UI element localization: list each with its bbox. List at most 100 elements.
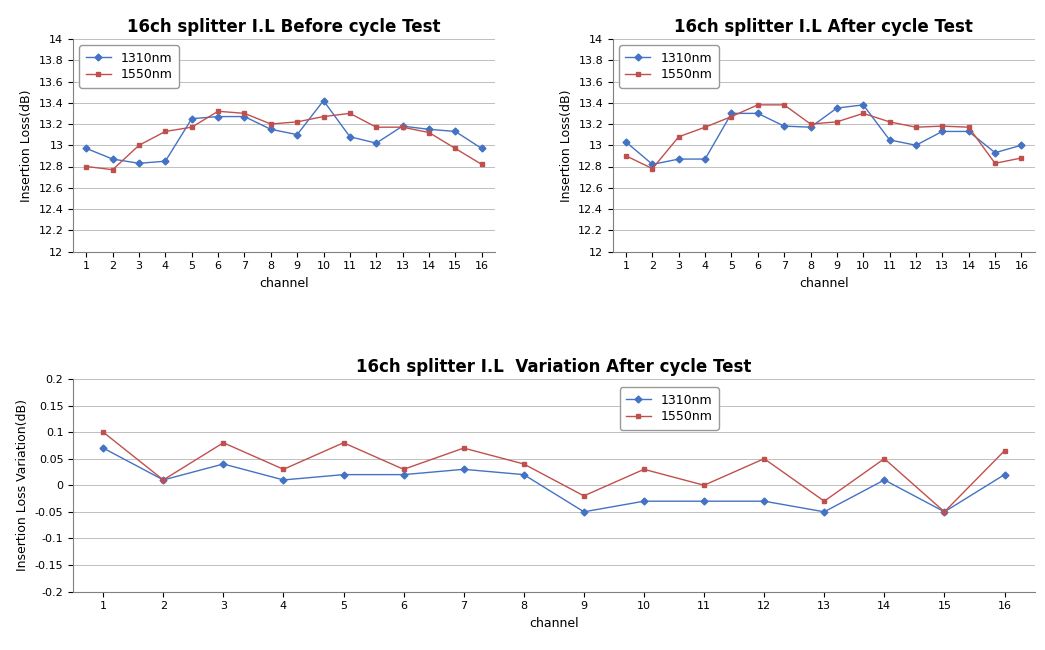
1550nm [831, 118, 843, 126]
1550nm [238, 109, 251, 117]
1550nm [517, 460, 530, 468]
1550nm [673, 133, 686, 140]
1310nm [449, 127, 462, 135]
1310nm [777, 122, 790, 130]
Y-axis label: Insertion Loss(dB): Insertion Loss(dB) [560, 89, 573, 202]
1310nm [805, 124, 817, 131]
1550nm [751, 101, 764, 109]
1310nm [397, 471, 410, 478]
1310nm [751, 109, 764, 117]
Line: 1550nm: 1550nm [624, 103, 1024, 171]
1310nm [185, 115, 198, 123]
Line: 1310nm: 1310nm [84, 98, 484, 166]
1550nm [699, 124, 712, 131]
1310nm [217, 460, 230, 468]
Line: 1310nm: 1310nm [624, 103, 1024, 167]
1550nm [578, 492, 590, 500]
1310nm [517, 471, 530, 478]
1310nm [97, 444, 110, 452]
1550nm [620, 152, 632, 160]
1310nm [212, 112, 225, 120]
1550nm [318, 112, 330, 120]
X-axis label: channel: channel [259, 277, 308, 290]
1550nm [637, 465, 650, 473]
1550nm [777, 101, 790, 109]
1310nm [1015, 141, 1027, 149]
1550nm [725, 112, 738, 120]
1310nm [936, 127, 949, 135]
1550nm [698, 482, 711, 489]
1310nm [318, 97, 330, 105]
1550nm [857, 109, 869, 117]
1310nm [620, 138, 632, 146]
1550nm [910, 124, 923, 131]
1550nm [157, 476, 169, 484]
Legend: 1310nm, 1550nm: 1310nm, 1550nm [620, 387, 719, 430]
1550nm [338, 439, 350, 447]
1310nm [277, 476, 289, 484]
Y-axis label: Insertion Loss(dB): Insertion Loss(dB) [20, 89, 33, 202]
1550nm [212, 107, 225, 115]
1310nm [831, 104, 843, 112]
1310nm [646, 161, 658, 168]
Title: 16ch splitter I.L Before cycle Test: 16ch splitter I.L Before cycle Test [127, 18, 441, 36]
1550nm [217, 439, 230, 447]
1550nm [396, 124, 409, 131]
1310nm [238, 112, 251, 120]
1310nm [883, 136, 896, 144]
1550nm [370, 124, 382, 131]
1310nm [578, 508, 590, 515]
1550nm [397, 465, 410, 473]
1550nm [818, 497, 831, 505]
1310nm [157, 476, 169, 484]
1550nm [449, 144, 462, 152]
Title: 16ch splitter I.L  Variation After cycle Test: 16ch splitter I.L Variation After cycle … [356, 358, 751, 376]
1550nm [422, 129, 435, 136]
1310nm [938, 508, 951, 515]
1310nm [725, 109, 738, 117]
1550nm [458, 444, 470, 452]
1310nm [758, 497, 770, 505]
1310nm [396, 122, 409, 130]
1550nm [805, 120, 817, 128]
Line: 1310nm: 1310nm [100, 446, 1007, 514]
1310nm [673, 155, 686, 163]
1550nm [962, 124, 975, 131]
1550nm [133, 141, 145, 149]
1310nm [133, 159, 145, 167]
Legend: 1310nm, 1550nm: 1310nm, 1550nm [619, 46, 719, 88]
1310nm [159, 157, 171, 165]
1550nm [758, 455, 770, 463]
1550nm [291, 118, 303, 126]
1310nm [264, 125, 277, 133]
Y-axis label: Insertion Loss Variation(dB): Insertion Loss Variation(dB) [17, 399, 29, 571]
1550nm [998, 447, 1011, 454]
1550nm [878, 455, 890, 463]
1310nm [910, 141, 923, 149]
1550nm [344, 109, 356, 117]
1550nm [883, 118, 896, 126]
Legend: 1310nm, 1550nm: 1310nm, 1550nm [79, 46, 179, 88]
1310nm [338, 471, 350, 478]
1310nm [458, 465, 470, 473]
1550nm [277, 465, 289, 473]
Line: 1550nm: 1550nm [84, 109, 484, 172]
1310nm [422, 125, 435, 133]
1310nm [370, 139, 382, 147]
1310nm [107, 155, 119, 163]
1550nm [159, 127, 171, 135]
1310nm [475, 144, 488, 152]
1310nm [962, 127, 975, 135]
1310nm [698, 497, 711, 505]
1550nm [264, 120, 277, 128]
1310nm [989, 149, 1001, 157]
1550nm [185, 124, 198, 131]
1310nm [998, 471, 1011, 478]
1550nm [475, 161, 488, 168]
1310nm [637, 497, 650, 505]
1310nm [878, 476, 890, 484]
1550nm [989, 159, 1001, 167]
X-axis label: channel: channel [799, 277, 849, 290]
1310nm [818, 508, 831, 515]
1550nm [1015, 154, 1027, 162]
